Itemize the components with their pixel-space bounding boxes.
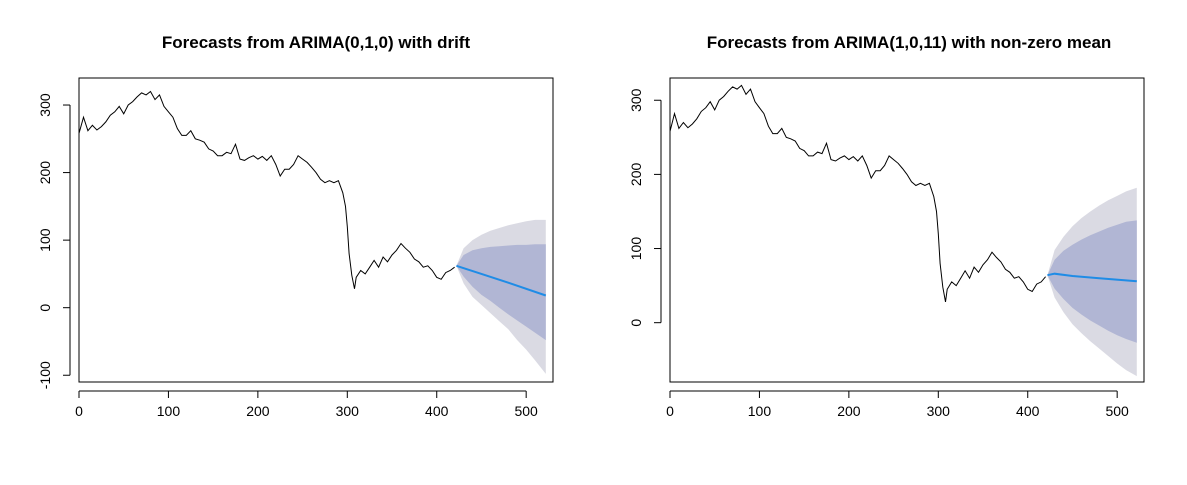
y-tick-label: 100 [628,237,644,261]
x-tick-label: 500 [514,403,538,419]
y-axis: -100 0 100 200 300 [37,93,71,389]
right-forecast-panel: Forecasts from ARIMA(1,0,11) with non-ze… [628,33,1145,419]
band-80-group [456,244,546,341]
x-tick-label: 100 [748,403,772,419]
x-tick-label: 500 [1105,403,1129,419]
x-tick-label: 0 [666,403,674,419]
x-axis: 0 100 200 300 400 500 [666,390,1129,419]
y-tick-label: 0 [628,319,644,327]
y-tick-label: 200 [37,161,53,185]
y-tick-label: 200 [628,162,644,186]
history-line [669,84,1046,302]
y-tick-label: 300 [628,88,644,112]
left-forecast-panel: Forecasts from ARIMA(0,1,0) with drift 0… [37,33,554,419]
x-tick-label: 400 [1016,403,1040,419]
x-tick-label: 200 [246,403,270,419]
y-tick-label: 100 [37,228,53,252]
history-line [78,90,455,289]
forecast-mean-line [456,264,547,297]
x-tick-label: 200 [837,403,861,419]
y-tick-label: 0 [37,304,53,312]
x-tick-label: 0 [75,403,83,419]
prediction-interval-80-band [1047,220,1137,343]
chart-title: Forecasts from ARIMA(0,1,0) with drift [162,33,471,52]
y-axis: 0 100 200 300 [628,88,662,327]
x-tick-label: 100 [157,403,181,419]
series-group [669,84,1137,302]
x-tick-label: 300 [927,403,951,419]
y-tick-label: 300 [37,93,53,117]
series-group [78,90,547,297]
x-tick-label: 400 [425,403,449,419]
prediction-interval-80-band [456,244,546,341]
chart-title: Forecasts from ARIMA(1,0,11) with non-ze… [707,33,1112,52]
plot-frame [669,77,1145,383]
x-axis: 0 100 200 300 400 500 [75,390,538,419]
band-80-group [1047,220,1137,343]
forecast-mean-line [1047,272,1137,283]
x-tick-label: 300 [336,403,360,419]
y-tick-label: -100 [37,361,53,389]
plot-frame [78,77,554,383]
